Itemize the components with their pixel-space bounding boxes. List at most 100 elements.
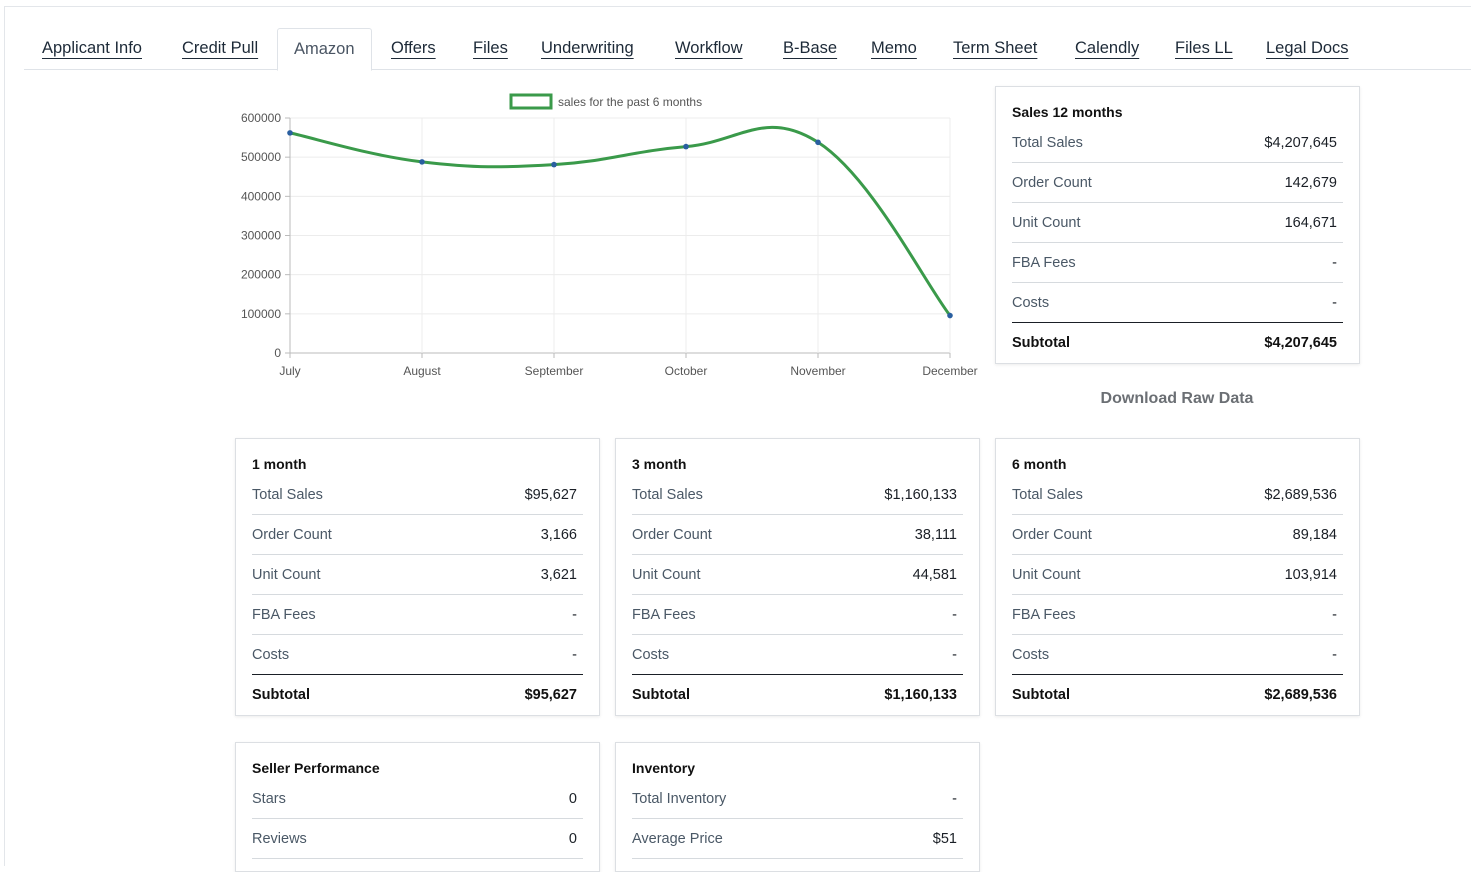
row-total-inventory: Total Inventory - [632,779,963,819]
row-stars: Stars 0 [252,779,583,819]
row-costs: Costs - [1012,635,1343,675]
row-subtotal: Subtotal $4,207,645 [1012,323,1343,363]
seller-performance-card: Seller Performance Stars 0 Reviews 0 [235,742,600,872]
tab-amazon[interactable]: Amazon [277,28,372,71]
data-point [287,130,293,136]
one-month-card: 1 month Total Sales $95,627 Order Count 3,… [235,438,600,716]
x-tick-label: August [403,364,441,378]
tab-b-base[interactable]: B-Base [783,39,838,57]
row-total-sales: Total Sales $1,160,133 [632,475,963,515]
row-order-count: Order Count 3,166 [252,515,583,555]
chart-series [287,125,953,319]
row-label: Total Sales [1012,486,1083,503]
row-costs: Costs - [1012,283,1343,323]
legend-label: sales for the past 6 months [558,95,702,109]
data-point [815,139,821,146]
tab-memo[interactable]: Memo [871,39,917,57]
row-order-count: Order Count 142,679 [1012,163,1343,203]
row-label: FBA Fees [1012,606,1076,623]
row-label: Reviews [252,830,307,847]
y-tick-label: 200000 [241,268,281,282]
x-tick-label: September [525,364,584,378]
row-label: FBA Fees [632,606,696,623]
row-unit-count: Unit Count 44,581 [632,555,963,595]
row-label: Order Count [1012,526,1092,543]
y-tick-label: 0 [274,346,281,360]
row-value: $4,207,645 [1264,134,1337,151]
row-unit-count: Unit Count 103,914 [1012,555,1343,595]
row-value: 142,679 [1284,174,1337,191]
tab-term-sheet[interactable]: Term Sheet [953,39,1038,57]
row-label: Total Sales [632,486,703,503]
card-title: 6 month [1012,456,1067,472]
x-tick-label: July [279,364,300,378]
row-reviews: Reviews 0 [252,819,583,859]
tab-files[interactable]: Files [473,39,508,57]
x-tick-label: October [665,364,708,378]
row-unit-count: Unit Count 3,621 [252,555,583,595]
row-label: FBA Fees [1012,254,1076,271]
row-label: Unit Count [1012,214,1081,231]
row-label: FBA Fees [252,606,316,623]
subtotal-label: Subtotal [252,687,310,703]
subtotal-value: $1,160,133 [884,687,957,703]
card-title: Inventory [632,760,696,776]
row-value: 164,671 [1284,214,1337,231]
tab-applicant-info[interactable]: Applicant Info [42,39,142,57]
tab-underwriting[interactable]: Underwriting [541,39,634,57]
row-costs: Costs - [632,635,963,675]
y-tick-label: 400000 [241,189,281,203]
card-title: Sales 12 months [1012,104,1123,120]
row-label: Unit Count [252,566,321,583]
chart-grid [289,117,951,354]
row-value: $95,627 [524,486,577,503]
three-month-card: 3 month Total Sales $1,160,133 Order Coun… [615,438,980,716]
row-unit-count: Unit Count 164,671 [1012,203,1343,243]
row-order-count: Order Count 89,184 [1012,515,1343,555]
y-tick-label: 300000 [241,229,281,243]
row-total-sales: Total Sales $95,627 [252,475,583,515]
row-label: Total Inventory [632,790,727,807]
data-point [551,161,557,168]
y-tick-label: 600000 [241,111,281,125]
row-total-sales: Total Sales $4,207,645 [1012,123,1343,163]
row-value: $1,160,133 [884,486,957,503]
row-label: Stars [252,790,286,807]
tab-offers[interactable]: Offers [391,39,436,57]
tab-calendly[interactable]: Calendly [1075,39,1140,57]
subtotal-label: Subtotal [1012,335,1070,351]
tab-files-ll[interactable]: Files LL [1175,39,1233,57]
tab-workflow[interactable]: Workflow [675,39,743,57]
row-label: Order Count [252,526,332,543]
subtotal-label: Subtotal [632,687,690,703]
row-value: - [1332,646,1337,663]
row-value: - [952,606,957,623]
row-fba-fees: FBA Fees - [632,595,963,635]
data-point [419,159,425,165]
row-label: Costs [1012,294,1050,311]
card-title: 1 month [252,456,307,472]
tab-legal-docs[interactable]: Legal Docs [1266,39,1349,57]
data-point [947,312,953,319]
row-value: $51 [932,830,957,847]
sales-12-months-card: Sales 12 months Total Sales $4,207,645 Or… [995,86,1360,364]
series-line [289,125,952,317]
sales-chart-svg: 0 100000 200000 300000 400000 500000 600000 Jul… [241,93,978,378]
row-label: Unit Count [1012,566,1081,583]
x-tick-label: November [790,364,845,378]
card-title: Seller Performance [252,760,380,776]
tab-credit-pull[interactable]: Credit Pull [182,39,259,57]
download-raw-data-button[interactable]: Download Raw Data [1100,390,1254,407]
tab-bar: Applicant Info Credit Pull Amazon Offers… [24,28,1471,71]
six-month-card: 6 month Total Sales $2,689,536 Order Coun… [995,438,1360,716]
row-value: 3,621 [540,566,577,583]
row-fba-fees: FBA Fees - [1012,243,1343,283]
row-value: - [1332,294,1337,311]
row-costs: Costs - [252,635,583,675]
row-label: Average Price [632,830,723,847]
row-order-count: Order Count 38,111 [632,515,963,555]
subtotal-value: $95,627 [524,687,577,703]
y-tick-label: 500000 [241,150,281,164]
row-label: Costs [1012,646,1050,663]
page-frame [4,6,1471,866]
